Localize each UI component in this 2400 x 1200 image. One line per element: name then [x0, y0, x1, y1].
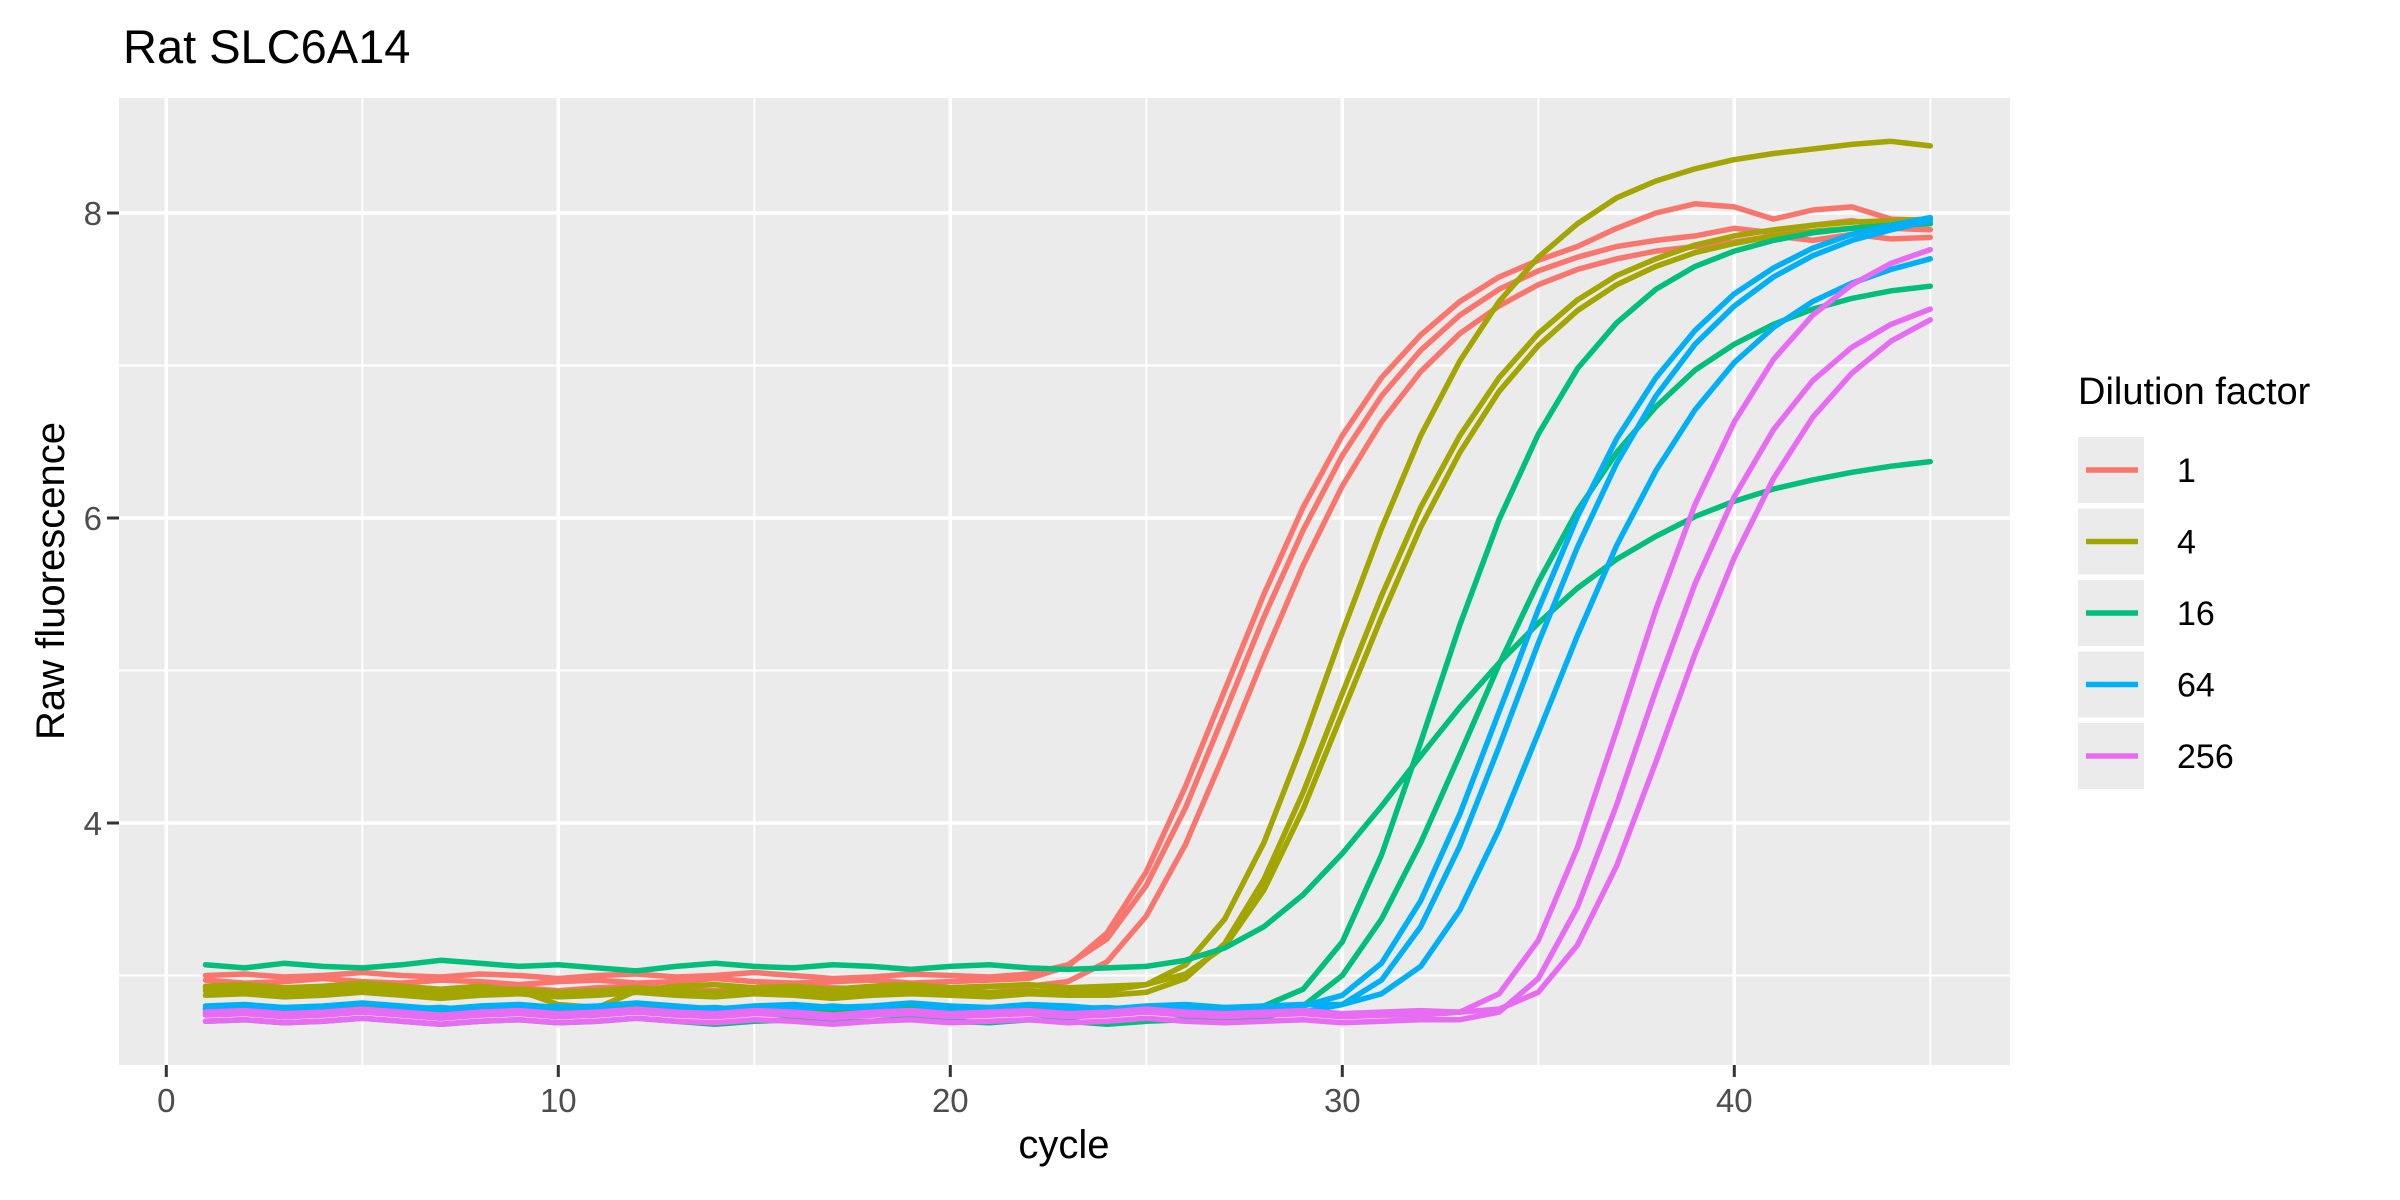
series-line-dilution-64-rep3	[202, 256, 1934, 1012]
series-line-dilution-4-rep2	[202, 216, 1934, 1002]
axis-tick-marks	[107, 211, 1736, 1077]
series-line-dilution-256-rep2	[202, 306, 1934, 1028]
series-line-dilution-16-rep3	[202, 458, 1934, 974]
legend-label: 1	[2177, 452, 2196, 490]
legend-entries: 1 4 16 64 256	[2078, 437, 2234, 789]
series-line-dilution-4-rep3	[202, 220, 1934, 1011]
series-line-dilution-256-rep3	[202, 317, 1934, 1018]
y-tick-label: 6	[84, 500, 102, 537]
series-lines	[202, 138, 1934, 1028]
legend-label: 256	[2177, 738, 2234, 776]
series-line-dilution-256-rep1	[202, 246, 1934, 1021]
axis-tick-labels: 0 10 20 30 40 4 6 8	[84, 195, 1753, 1119]
x-tick-label: 0	[157, 1082, 175, 1119]
chart-title: Rat SLC6A14	[123, 20, 410, 73]
legend-label: 64	[2177, 667, 2215, 705]
x-tick-label: 20	[932, 1082, 969, 1119]
legend: Dilution factor 1 4 16 64 256	[2078, 371, 2311, 789]
y-tick-label: 4	[84, 805, 102, 842]
legend-label: 4	[2177, 524, 2196, 562]
major-gridlines	[119, 98, 2010, 1065]
x-tick-label: 40	[1716, 1082, 1753, 1119]
y-axis-title: Raw fluorescence	[29, 422, 73, 740]
y-tick-label: 8	[84, 195, 102, 232]
x-axis-title: cycle	[1018, 1123, 1109, 1167]
legend-title: Dilution factor	[2078, 371, 2311, 413]
x-tick-label: 10	[540, 1082, 577, 1119]
series-line-dilution-1-rep2	[202, 217, 1934, 982]
legend-label: 16	[2177, 595, 2215, 633]
x-tick-label: 30	[1324, 1082, 1361, 1119]
